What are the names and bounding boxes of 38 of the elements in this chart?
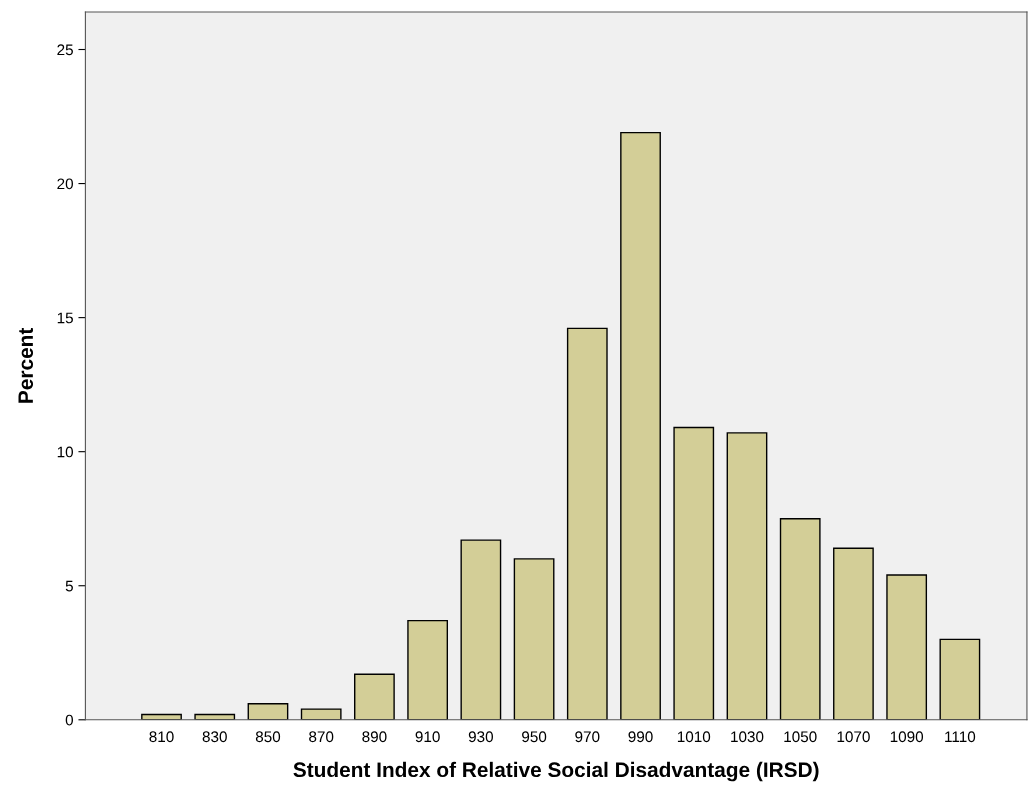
- bar: [354, 673, 395, 720]
- x-tick-label: 1090: [890, 731, 924, 743]
- x-tick-label: 970: [575, 731, 600, 743]
- bar: [300, 708, 342, 720]
- bar: [779, 518, 821, 720]
- bar: [886, 574, 928, 720]
- bar: [673, 426, 715, 720]
- x-tick-label: 910: [415, 731, 440, 743]
- y-tick-label: 10: [57, 446, 74, 458]
- bar: [939, 638, 981, 720]
- bar: [833, 547, 874, 720]
- y-axis-title: Percent: [18, 327, 34, 403]
- x-tick-label: 1010: [677, 731, 711, 743]
- y-tick-label: 5: [65, 580, 73, 592]
- x-tick-label: 890: [362, 731, 387, 743]
- x-tick-label: 810: [149, 731, 174, 743]
- x-tick-label: 1030: [731, 731, 764, 743]
- x-tick-label: 990: [628, 731, 653, 743]
- bar: [460, 539, 502, 720]
- bar: [407, 619, 449, 720]
- bar: [566, 327, 608, 720]
- x-tick-label: 1070: [837, 731, 870, 743]
- x-tick-label: 1050: [784, 731, 817, 743]
- x-tick-label: 850: [255, 731, 281, 743]
- y-tick-label: 20: [57, 178, 74, 190]
- bar: [726, 432, 768, 720]
- x-tick-label: 930: [468, 731, 494, 743]
- x-tick-label: 830: [202, 731, 227, 743]
- x-tick-label: 1110: [945, 731, 976, 743]
- y-tick-label: 25: [57, 44, 73, 56]
- x-tick-label: 950: [522, 731, 547, 743]
- x-axis-title: Student Index of Relative Social Disadvantage (IRSD): [293, 761, 819, 782]
- bar: [247, 703, 289, 720]
- bar: [513, 558, 555, 720]
- x-tick-label: 870: [309, 731, 334, 743]
- bar: [620, 131, 661, 720]
- y-tick-label: 15: [57, 312, 73, 324]
- y-tick-label: 0: [65, 714, 73, 726]
